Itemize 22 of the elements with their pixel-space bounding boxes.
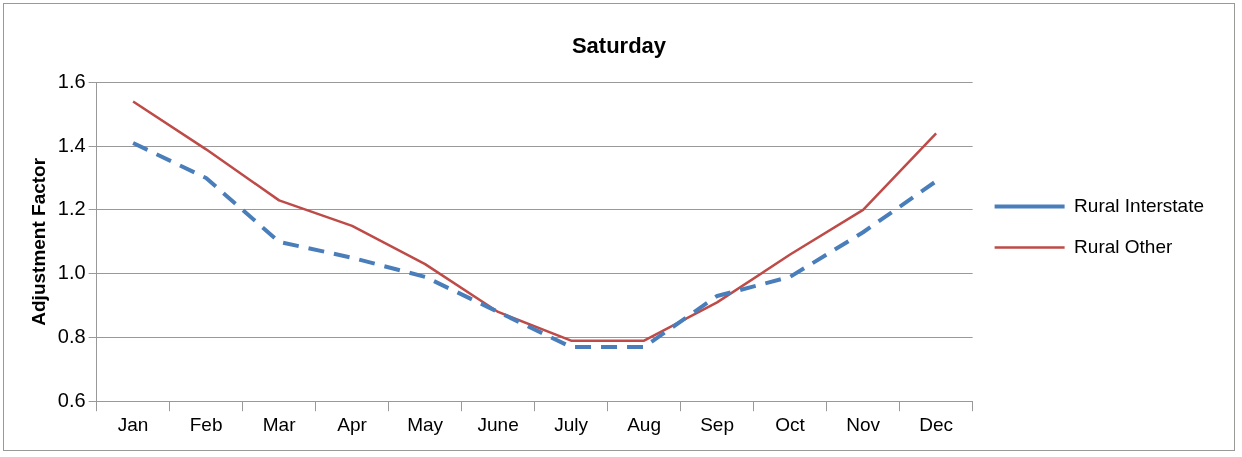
y-axis-title: Adjustment Factor xyxy=(27,157,49,326)
x-tick-label: Apr xyxy=(337,413,368,435)
y-tick-label: 0.8 xyxy=(57,324,86,347)
x-tick-label: Dec xyxy=(919,413,954,435)
chart-title: Saturday xyxy=(571,33,667,59)
y-tick-label: 0.6 xyxy=(57,388,86,411)
x-tick-label: July xyxy=(554,413,589,435)
x-tick-label: Aug xyxy=(627,413,662,435)
x-tick-label: Nov xyxy=(846,413,881,435)
x-tick-label: Jan xyxy=(117,413,149,435)
x-tick-label: June xyxy=(477,413,519,435)
y-tick-label: 1.0 xyxy=(57,261,86,284)
x-tick-label: Oct xyxy=(775,413,806,435)
legend-label: Rural Other xyxy=(1074,235,1173,257)
x-tick-label: Feb xyxy=(189,413,223,435)
legend-label: Rural Interstate xyxy=(1074,194,1205,216)
y-tick-label: 1.6 xyxy=(57,69,86,92)
y-tick-label: 1.4 xyxy=(57,133,86,156)
x-tick-label: May xyxy=(407,413,444,435)
y-tick-label: 1.2 xyxy=(57,197,86,220)
x-tick-label: Sep xyxy=(700,413,735,435)
x-tick-label: Mar xyxy=(262,413,297,435)
